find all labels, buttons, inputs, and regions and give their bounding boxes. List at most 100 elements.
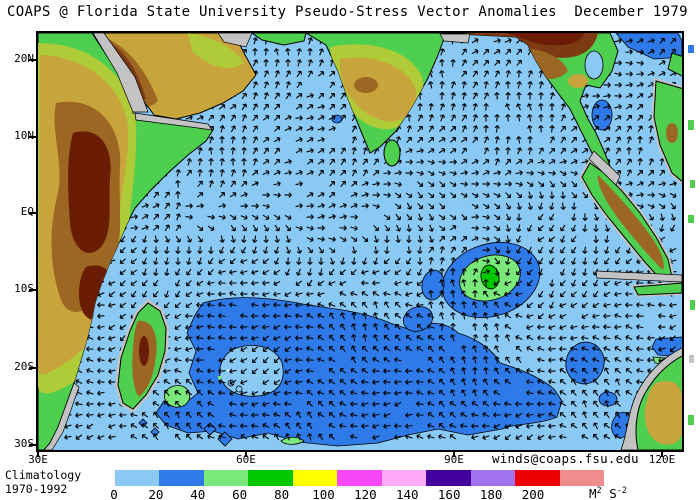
map-edge-fragment bbox=[688, 415, 694, 425]
anomaly-contour bbox=[280, 436, 305, 445]
colorbar-tick-label: 180 bbox=[479, 487, 503, 500]
lat-axis-tick bbox=[29, 212, 37, 214]
lat-axis-label: EQ bbox=[20, 205, 34, 218]
contour-dot bbox=[227, 369, 230, 372]
shelf-red-sea bbox=[92, 33, 149, 113]
shelf-bangladesh-shelf bbox=[439, 33, 471, 44]
map-canvas bbox=[38, 33, 682, 450]
lon-axis-label: 60E bbox=[236, 453, 256, 466]
lon-axis-tick bbox=[661, 452, 663, 457]
shelf-gulf-of-aden bbox=[134, 112, 213, 131]
colorbar-segment bbox=[381, 470, 427, 486]
lat-axis-tick bbox=[29, 444, 37, 446]
topo-sumatra bbox=[597, 175, 664, 270]
topo-blob bbox=[506, 33, 584, 46]
shelf-persian-gulf bbox=[217, 33, 253, 48]
contour-ring bbox=[235, 385, 243, 393]
shelf-java-shelf bbox=[595, 270, 682, 283]
topo-blob bbox=[597, 175, 664, 270]
anomaly-contour bbox=[565, 341, 605, 385]
anomaly-contour bbox=[164, 385, 191, 408]
map-edge-fragment bbox=[688, 215, 694, 223]
topo-borneo bbox=[666, 123, 678, 143]
climatology-years: 1970-1992 bbox=[5, 482, 68, 496]
topo-blob bbox=[666, 123, 678, 143]
colorbar-tick-label: 100 bbox=[312, 487, 335, 500]
colorbar-segment bbox=[559, 470, 604, 486]
anomaly-contour bbox=[591, 99, 613, 131]
contour-dot bbox=[218, 376, 222, 380]
lat-axis-tick bbox=[29, 367, 37, 369]
map-edge-fragment bbox=[689, 355, 694, 363]
email-annotation: winds@coaps.fsu.edu bbox=[492, 451, 639, 466]
lon-axis-tick bbox=[37, 452, 39, 457]
lon-axis-label: 30E bbox=[28, 453, 48, 466]
lat-axis-label: 10S bbox=[14, 282, 34, 295]
lat-axis-label: 20S bbox=[14, 360, 34, 373]
lat-axis-tick bbox=[29, 136, 37, 138]
topo-blob bbox=[188, 33, 244, 68]
units-s: S bbox=[609, 486, 617, 500]
units-m-exp: 2 bbox=[596, 486, 602, 496]
land-srilanka bbox=[383, 139, 401, 167]
topo-blob bbox=[68, 131, 111, 253]
topo-madagascar bbox=[132, 320, 157, 397]
units-label: M2 S-2 bbox=[589, 486, 627, 500]
units-s-exp: -2 bbox=[616, 486, 627, 496]
colorbar-segment bbox=[203, 470, 249, 486]
colorbar-tick-label: 160 bbox=[437, 487, 461, 500]
lon-axis-label: 120E bbox=[648, 453, 676, 466]
lon-axis-tick bbox=[453, 452, 455, 457]
land-borneo2 bbox=[667, 52, 682, 77]
lat-axis-label: 30S bbox=[14, 437, 34, 450]
climatology-label: Climatology bbox=[5, 468, 82, 482]
topo-blob bbox=[568, 74, 588, 88]
land-layer bbox=[38, 33, 682, 450]
colorbar-tick-label: 60 bbox=[232, 487, 248, 500]
topo-blob bbox=[644, 381, 682, 445]
lon-axis-tick bbox=[245, 452, 247, 457]
map-edge-fragment bbox=[690, 180, 695, 188]
map-edge-fragment bbox=[688, 120, 694, 130]
topo-india bbox=[330, 44, 424, 130]
colorbar-segment bbox=[470, 470, 516, 486]
colorbar-segment bbox=[115, 470, 160, 486]
lat-axis-label: 20N bbox=[14, 52, 34, 65]
colorbar-segment bbox=[248, 470, 293, 486]
colorbar-tick-label: 80 bbox=[274, 487, 290, 500]
land-pak bbox=[251, 33, 307, 46]
topo-blob bbox=[139, 336, 149, 366]
colorbar-segment bbox=[515, 470, 560, 486]
lon-axis-label: 90E bbox=[444, 453, 464, 466]
colorbar-tick-label: 40 bbox=[190, 487, 206, 500]
gulf-of-thailand bbox=[584, 50, 604, 80]
colorbar-tick-label: 0 bbox=[110, 487, 118, 500]
shelf-malacca-strait bbox=[588, 150, 621, 186]
lat-axis-label: 10N bbox=[14, 129, 34, 142]
colorbar-tick-label: 20 bbox=[148, 487, 164, 500]
map-edge-fragment bbox=[688, 45, 694, 53]
land-java bbox=[633, 282, 682, 296]
map-edge-fragment bbox=[690, 300, 695, 310]
colorbar-segment bbox=[292, 470, 338, 486]
colorbar-tick-label: 140 bbox=[396, 487, 419, 500]
colorbar-tick-label: 120 bbox=[354, 487, 377, 500]
anomaly-contour bbox=[402, 306, 434, 332]
colorbar-segment bbox=[426, 470, 471, 486]
units-m: M bbox=[589, 486, 597, 500]
colorbar-tick-label: 200 bbox=[521, 487, 545, 500]
topo-australia bbox=[644, 381, 682, 445]
shelf-se-africa-shelf bbox=[43, 382, 80, 450]
topo-blob bbox=[354, 77, 378, 93]
colorbar bbox=[115, 470, 604, 486]
lat-axis-tick bbox=[29, 59, 37, 61]
map-frame bbox=[36, 31, 684, 452]
topo-blob bbox=[339, 57, 417, 122]
colorbar-segment bbox=[337, 470, 382, 486]
lat-axis-tick bbox=[29, 289, 37, 291]
colorbar-segment bbox=[159, 470, 204, 486]
plot-title: COAPS @ Florida State University Pseudo-… bbox=[7, 4, 688, 20]
anomaly-contour bbox=[421, 269, 445, 301]
anomaly-contour bbox=[615, 33, 682, 60]
